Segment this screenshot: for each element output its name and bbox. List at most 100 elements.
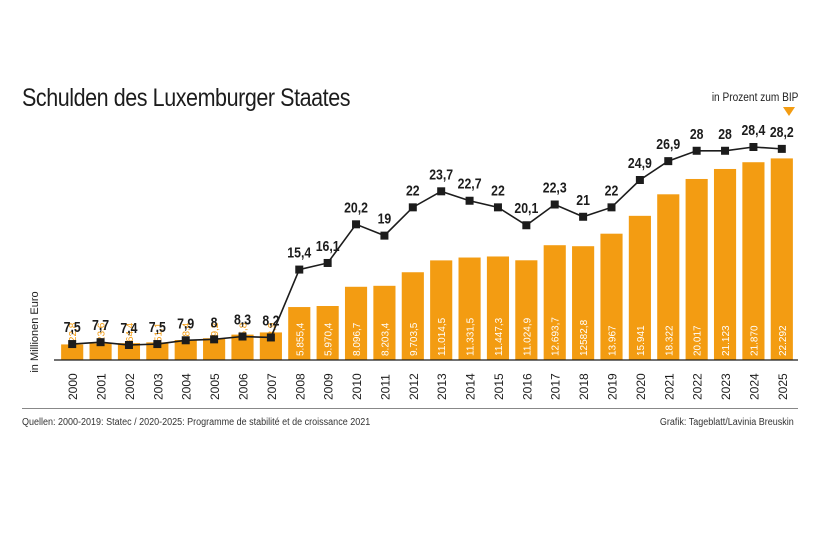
y-axis-label: in Millionen Euro <box>29 291 41 372</box>
line-point <box>522 221 531 230</box>
bar-value-label: 11.331,5 <box>466 317 477 356</box>
x-tick-label: 2000 <box>66 373 80 400</box>
line-point <box>408 203 417 212</box>
line-value-label: 7,5 <box>64 319 81 335</box>
x-tick-label: 2012 <box>407 373 421 400</box>
line-value-label: 28,2 <box>770 124 794 140</box>
line-point <box>266 333 275 342</box>
bar <box>174 340 197 360</box>
bar-value-label: 11.014,5 <box>437 317 448 356</box>
bar-value-label: 15.941 <box>636 325 647 356</box>
line-value-label: 8,3 <box>234 311 251 327</box>
bar <box>373 285 396 360</box>
bar-value-label: 9.703,5 <box>409 322 420 356</box>
line-point <box>635 176 644 184</box>
x-tick-label: 2003 <box>151 373 165 400</box>
line-value-label: 15,4 <box>287 244 311 260</box>
line-point <box>465 196 474 205</box>
x-tick-label: 2019 <box>606 373 620 400</box>
bar <box>203 338 226 360</box>
bar <box>89 343 112 360</box>
x-tick-label: 2007 <box>265 373 279 400</box>
line-value-label: 16,1 <box>316 238 340 254</box>
line-point <box>749 143 758 151</box>
bar <box>117 343 141 360</box>
line-value-label: 22 <box>605 182 619 198</box>
line-point <box>210 335 219 344</box>
bar-value-label: 20.017 <box>693 325 704 356</box>
x-tick-label: 2013 <box>435 373 449 400</box>
down-arrow-icon <box>783 107 795 116</box>
bar-value-label: 12582,8 <box>579 319 590 356</box>
x-tick-label: 2014 <box>464 373 478 400</box>
line-point <box>323 258 332 267</box>
line-point <box>153 340 162 349</box>
bar <box>458 257 481 360</box>
footer-rule <box>22 408 798 409</box>
x-tick-label: 2024 <box>747 373 761 400</box>
bar <box>61 344 84 360</box>
line-value-label: 20,1 <box>514 200 538 216</box>
chart-title: Schulden des Luxemburger Staates <box>22 84 351 112</box>
line-point <box>692 146 701 155</box>
bar <box>259 332 282 360</box>
line-value-label: 28 <box>718 126 732 142</box>
line-value-label: 28,4 <box>741 122 765 138</box>
bar-value-label: 21.123 <box>721 325 732 356</box>
bar-value-label: 8.096,7 <box>352 322 363 356</box>
bar-value-label: 13.967 <box>608 325 619 356</box>
bar <box>572 246 595 360</box>
x-tick-label: 2010 <box>350 373 364 400</box>
bar-value-label: 12.693,7 <box>551 317 562 356</box>
line-point <box>607 203 616 212</box>
bar-value-label: 1.951,1 <box>153 322 164 356</box>
line-point <box>579 212 588 221</box>
x-tick-label: 2023 <box>719 373 733 400</box>
line-value-label: 7,9 <box>177 315 194 331</box>
bar <box>628 215 651 360</box>
x-axis: 2000 2001 2002 2003 2004 2005 2006 2007 2008 2009… <box>54 359 798 400</box>
line-point <box>437 187 446 196</box>
bar-value-label: 1.722,8 <box>68 322 79 356</box>
bar-value-label: 21.870 <box>749 325 760 356</box>
line-point <box>96 338 105 347</box>
line-value-label: 7,7 <box>92 317 109 333</box>
bar <box>288 307 311 360</box>
line-value-label: 22 <box>491 182 505 198</box>
bar <box>685 178 708 360</box>
line-point <box>181 336 190 345</box>
bar-value-label: 11.024,9 <box>522 317 533 356</box>
line-point <box>493 203 502 212</box>
line-value-label: 7,4 <box>120 320 137 336</box>
x-tick-label: 2016 <box>520 373 534 400</box>
bar <box>146 342 169 360</box>
line-value-label: 7,5 <box>149 319 166 335</box>
bar <box>713 168 737 360</box>
bar-value-label: 11.447,3 <box>494 317 505 356</box>
line-point <box>352 220 361 229</box>
x-tick-label: 2004 <box>180 373 194 400</box>
line-point <box>238 332 247 341</box>
x-tick-label: 2020 <box>634 373 648 400</box>
bar <box>600 233 623 360</box>
x-tick-label: 2001 <box>95 373 109 400</box>
line-value-label: 20,2 <box>344 199 368 215</box>
bar <box>401 272 424 360</box>
bar <box>770 158 793 360</box>
line-value-label: 24,9 <box>628 155 652 171</box>
bar <box>316 306 339 360</box>
x-tick-label: 2008 <box>293 373 307 400</box>
line-value-label: 8 <box>211 314 218 330</box>
line-point <box>68 340 77 349</box>
source-note: Quellen: 2000-2019: Statec / 2020-2025: … <box>22 417 371 428</box>
line-point <box>550 200 559 209</box>
line-value-label: 22 <box>406 182 420 198</box>
x-tick-label: 2002 <box>123 373 137 400</box>
x-tick-label: 2017 <box>549 373 563 400</box>
bar-value-label: 5.970,4 <box>324 322 335 356</box>
bar <box>430 260 453 360</box>
x-tick-label: 2021 <box>662 373 676 400</box>
bip-percent-line <box>72 146 782 346</box>
bar-series: 1.722,81.823,61.864,41.951,12.208,42.409… <box>61 158 793 360</box>
graphic-credit: Grafik: Tageblatt/Lavinia Breuskin <box>660 417 794 428</box>
